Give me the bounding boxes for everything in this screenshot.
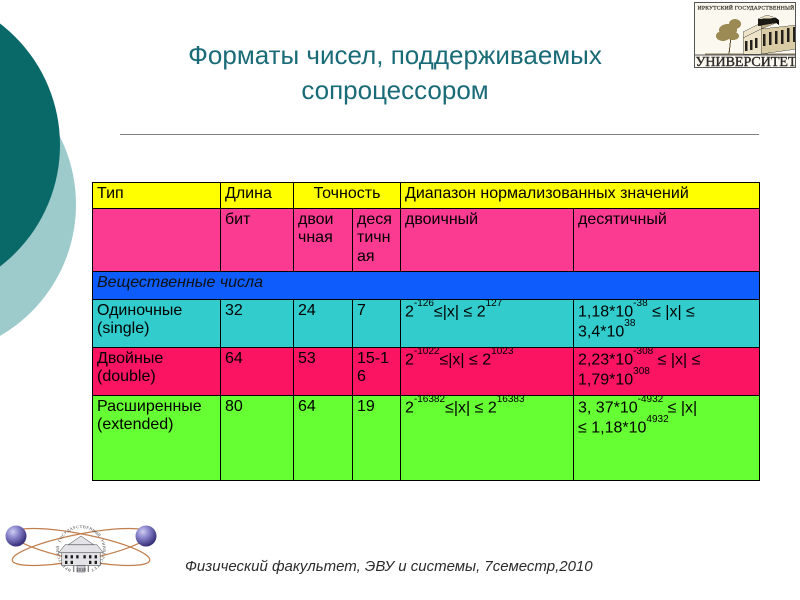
svg-text:ИРКУТСКИЙ ГОСУДАРСТВЕННЫЙ: ИРКУТСКИЙ ГОСУДАРСТВЕННЫЙ xyxy=(698,4,795,12)
svg-text:Й: Й xyxy=(55,545,60,549)
svg-text:1918: 1918 xyxy=(76,567,86,572)
svg-text:УНИВЕРСИТЕТ: УНИВЕРСИТЕТ xyxy=(695,55,796,68)
